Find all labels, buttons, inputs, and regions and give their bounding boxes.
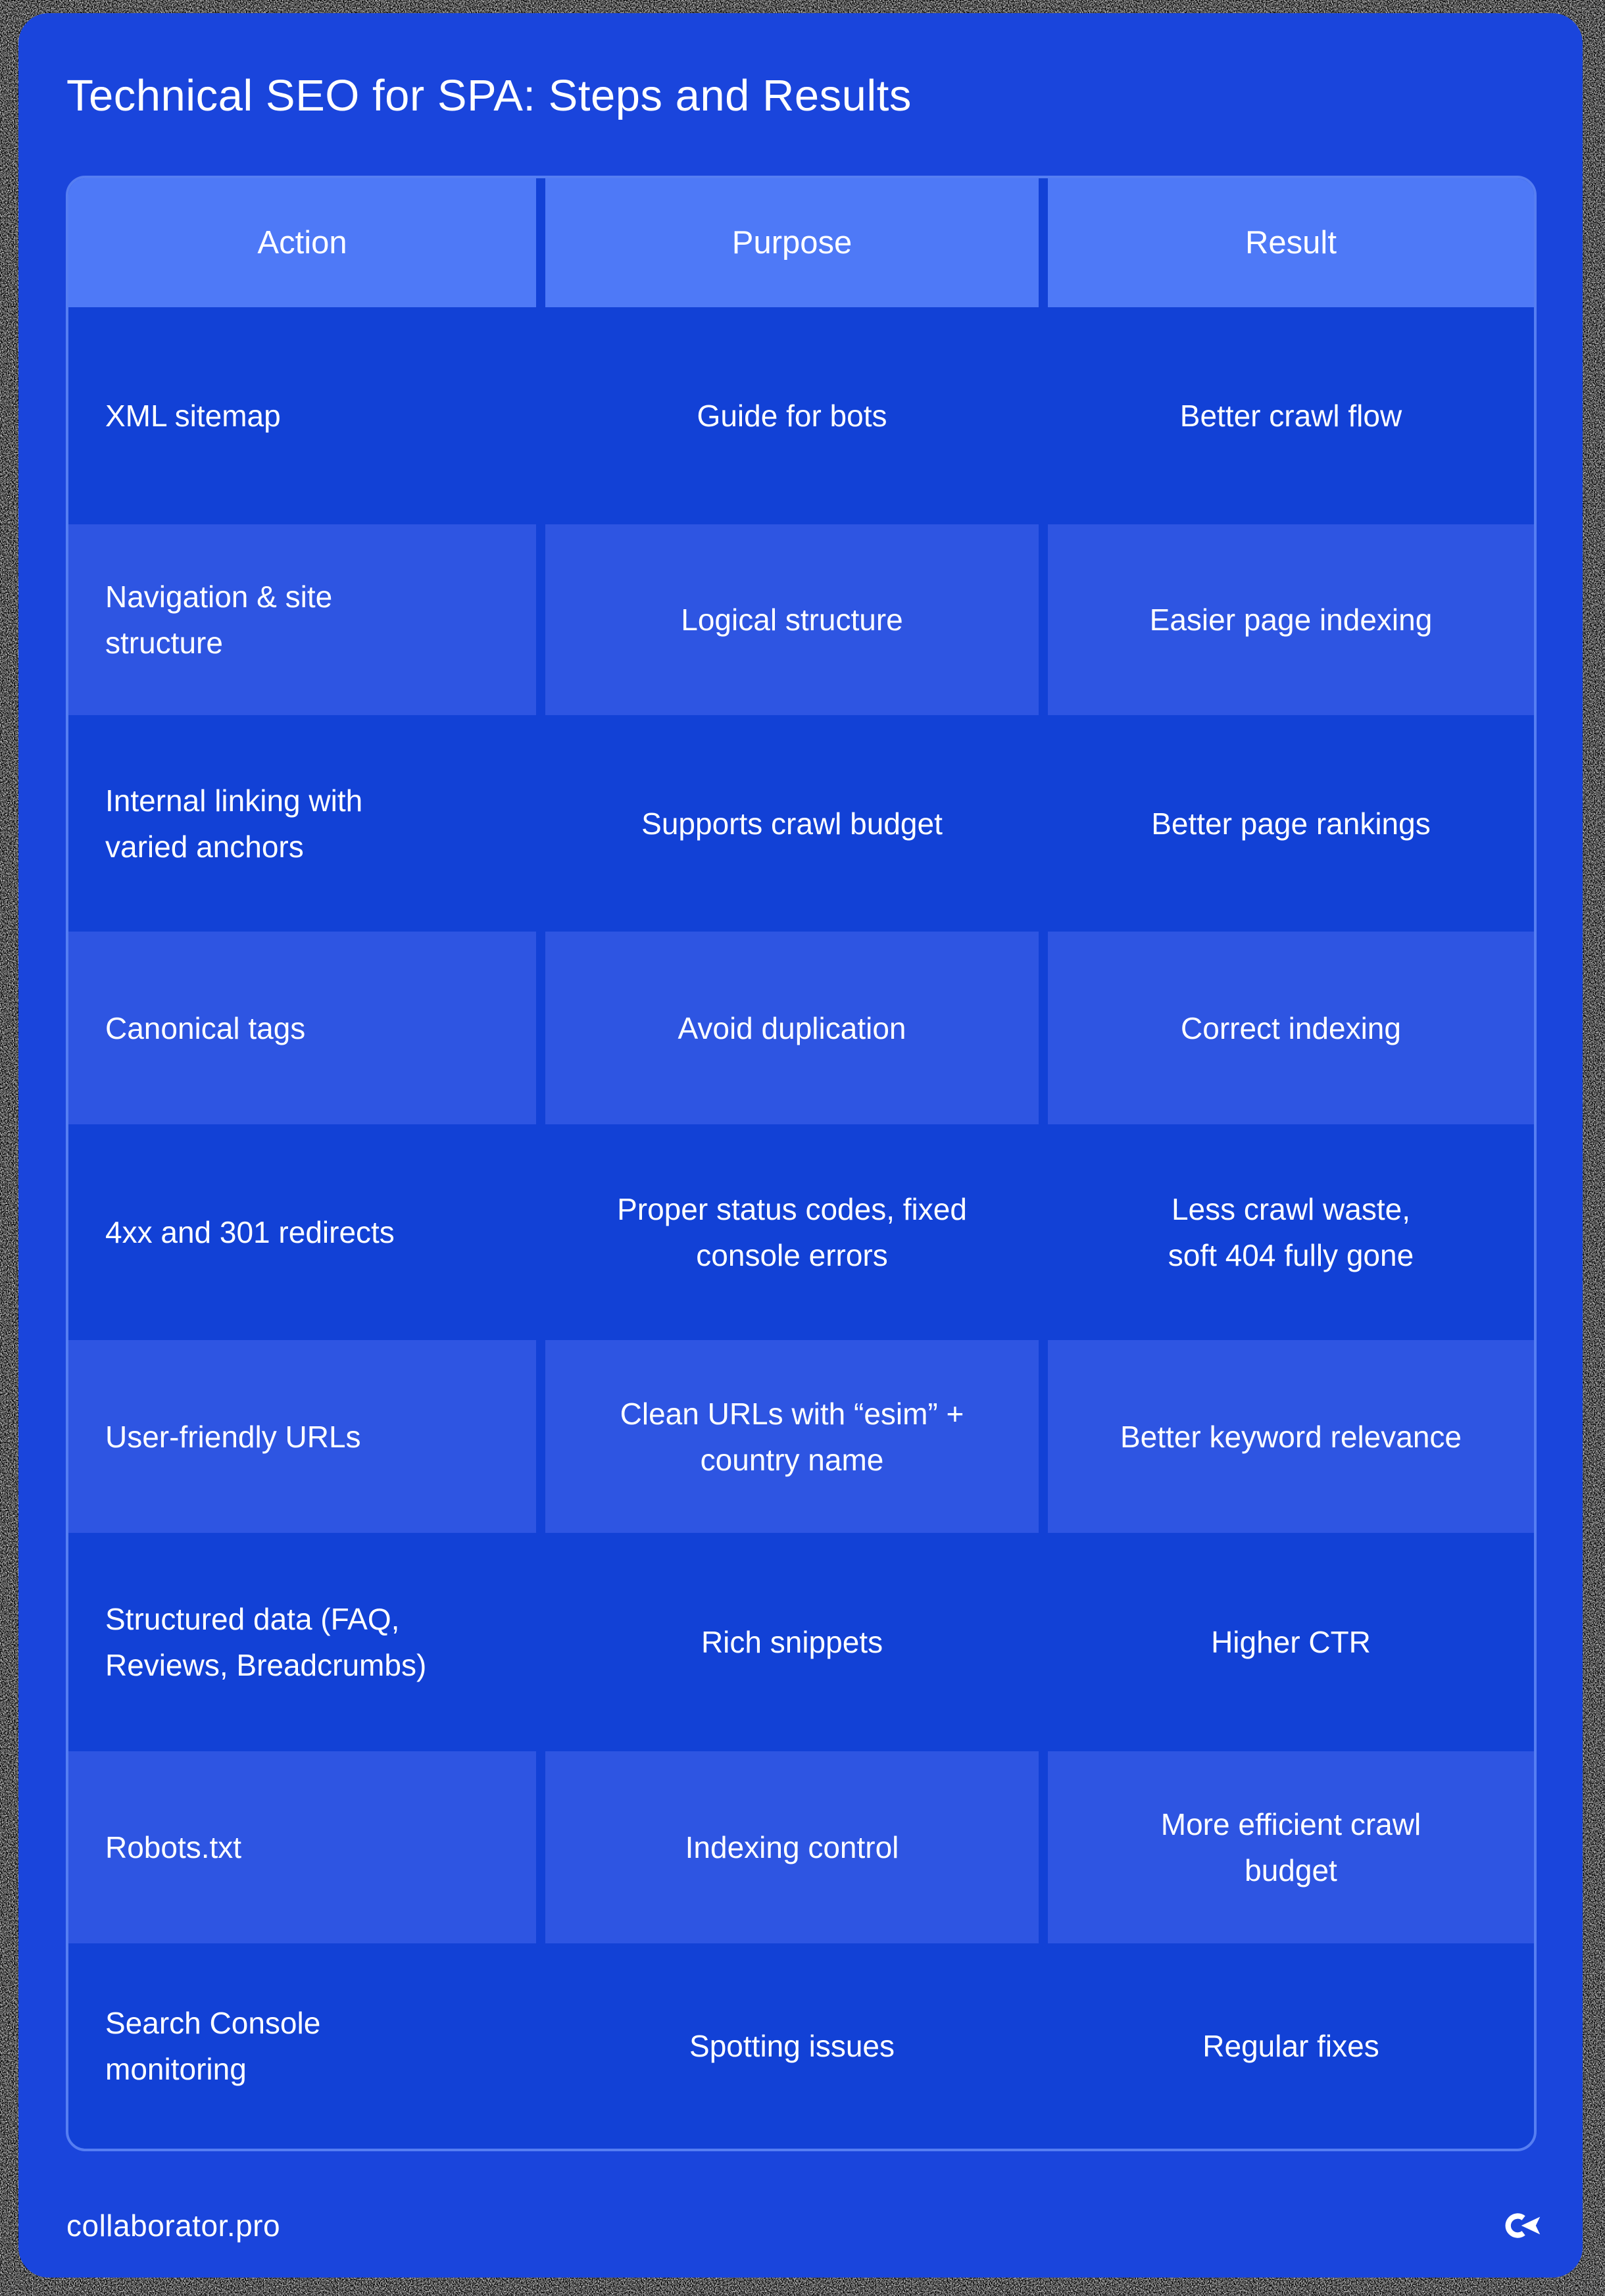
- cell-result: Better crawl flow: [1179, 399, 1402, 433]
- table-row: Search Console monitoring Spotting issue…: [68, 1943, 1534, 2149]
- cell-action: XML sitemap: [105, 399, 281, 433]
- cell-purpose: Supports crawl budget: [641, 806, 943, 841]
- table-row: 4xx and 301 redirects Proper status code…: [68, 1124, 1534, 1340]
- cell-result: Regular fixes: [1202, 2029, 1379, 2063]
- cell-action: Canonical tags: [68, 932, 537, 1124]
- cell-action: Internal linking with varied anchors: [105, 783, 363, 864]
- seo-steps-table: Action Purpose Result XML sitemap Guide …: [66, 176, 1537, 2151]
- cell-purpose: Rich snippets: [701, 1625, 883, 1659]
- cell-result: Better page rankings: [1151, 806, 1431, 841]
- column-header-action: Action: [68, 178, 537, 307]
- table-row: Internal linking with varied anchors Sup…: [68, 715, 1534, 932]
- cell-result: Higher CTR: [1211, 1625, 1371, 1659]
- cell-purpose: Spotting issues: [689, 2029, 895, 2063]
- cell-purpose: Indexing control: [545, 1751, 1039, 1943]
- collaborator-logo-icon: [1505, 2213, 1541, 2238]
- cell-action: 4xx and 301 redirects: [105, 1215, 395, 1249]
- table-row: Robots.txt Indexing control More efficie…: [68, 1751, 1534, 1943]
- cell-purpose: Clean URLs with “esim” + country name: [545, 1340, 1039, 1533]
- cell-purpose: Logical structure: [545, 524, 1039, 715]
- cell-result: Less crawl waste, soft 404 fully gone: [1168, 1192, 1414, 1272]
- column-header-result: Result: [1048, 178, 1534, 307]
- table-row: User-friendly URLs Clean URLs with “esim…: [68, 1340, 1534, 1533]
- cell-action: Structured data (FAQ, Reviews, Breadcrum…: [105, 1602, 427, 1682]
- cell-purpose: Avoid duplication: [545, 932, 1039, 1124]
- table-row: Navigation & site structure Logical stru…: [68, 524, 1534, 715]
- table-row: Structured data (FAQ, Reviews, Breadcrum…: [68, 1533, 1534, 1751]
- footer-site-link[interactable]: collaborator.pro: [66, 2209, 281, 2243]
- cell-result: Correct indexing: [1048, 932, 1534, 1124]
- table-header-row: Action Purpose Result: [68, 178, 1534, 307]
- cell-purpose: Proper status codes, fixed console error…: [617, 1192, 967, 1272]
- page-title: Technical SEO for SPA: Steps and Results: [66, 71, 912, 120]
- infographic-card: Technical SEO for SPA: Steps and Results…: [18, 13, 1583, 2278]
- cell-action: Search Console monitoring: [105, 2006, 321, 2086]
- cell-action: User-friendly URLs: [68, 1340, 537, 1533]
- footer: collaborator.pro: [66, 2208, 1541, 2243]
- cell-result: Easier page indexing: [1048, 524, 1534, 715]
- column-header-purpose: Purpose: [545, 178, 1039, 307]
- cell-purpose: Guide for bots: [697, 399, 887, 433]
- cell-action: Navigation & site structure: [68, 524, 537, 715]
- cell-action: Robots.txt: [68, 1751, 537, 1943]
- table-row: Canonical tags Avoid duplication Correct…: [68, 932, 1534, 1124]
- cell-result: Better keyword relevance: [1048, 1340, 1534, 1533]
- table-row: XML sitemap Guide for bots Better crawl …: [68, 307, 1534, 524]
- cell-result: More efficient crawl budget: [1048, 1751, 1534, 1943]
